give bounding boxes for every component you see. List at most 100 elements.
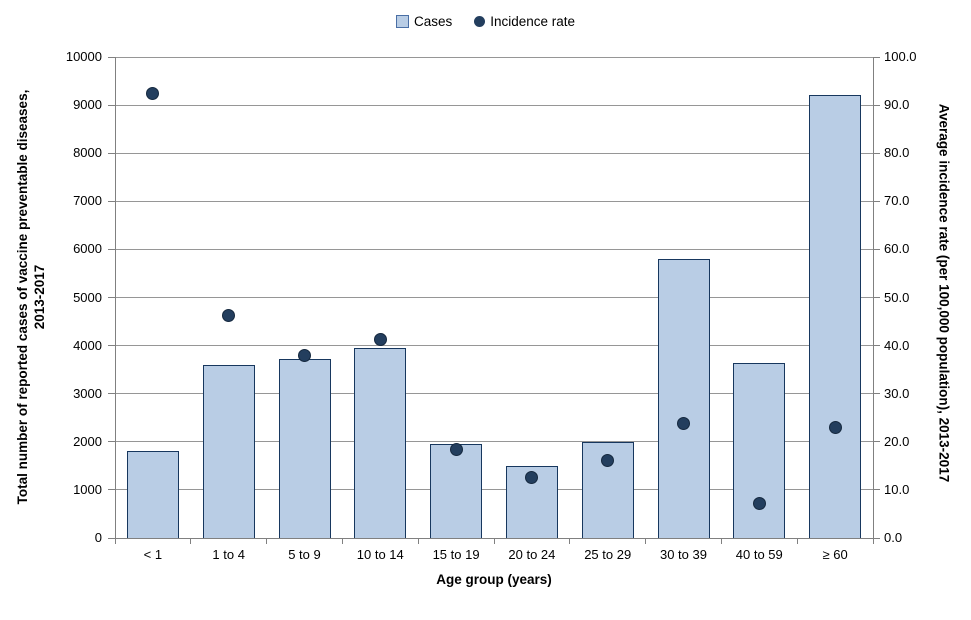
right-axis-tick [873,200,880,202]
left-axis-tick [108,393,115,395]
right-axis-tick [873,441,880,443]
dot-20 to 24 [525,471,539,485]
right-axis-tick [873,248,880,250]
legend-item-incidence: Incidence rate [474,14,575,29]
x-axis-tick-label: 30 to 39 [659,547,707,562]
gridline [115,104,873,106]
x-axis-tick-label: 10 to 14 [356,547,404,562]
right-axis-tick [873,537,880,539]
right-axis-tick-label: 20.0 [884,433,910,449]
right-axis-tick-label: 100.0 [884,49,917,64]
right-axis-tick-label: 50.0 [884,289,910,305]
x-axis-tick-label: 40 to 59 [735,547,783,562]
x-axis-line [115,537,874,539]
left-axis-tick [108,104,115,106]
left-axis-tick-label: 1000 [73,481,102,497]
dot-25 to 29 [601,454,615,468]
x-axis-tick [872,538,874,544]
x-axis-tick-label: 5 to 9 [288,547,321,562]
right-axis-tick [873,104,880,106]
left-axis-tick-label: 10000 [65,49,102,64]
dot-40 to 59 [752,496,766,510]
dot-30 to 39 [677,417,690,431]
left-axis-tick [108,297,115,298]
right-axis-tick [873,56,880,58]
left-axis-tick [108,248,115,250]
x-axis-tick [417,538,419,544]
right-axis-tick-label: 10.0 [884,481,910,497]
incidence-swatch-icon [474,16,486,27]
right-axis-tick [873,297,880,298]
x-axis-tick [796,538,798,544]
right-axis-tick [873,152,880,154]
right-axis-tick [873,489,880,491]
right-axis-tick-label: 90.0 [884,97,910,113]
dot-15 to 19 [449,442,463,456]
bar-5 to 9 [278,358,331,538]
right-axis-tick-label: 60.0 [884,241,910,257]
right-axis-line [872,57,874,539]
x-axis-tick [645,538,647,544]
gridline [115,393,873,395]
x-axis-title: Age group (years) [436,572,552,587]
legend-label-cases: Cases [413,14,453,29]
left-axis-tick [108,345,115,347]
dot-≥ 60 [828,420,842,434]
bar-≥ 60 [809,95,862,538]
left-axis-tick-label: 9000 [73,97,102,113]
left-axis-tick-label: 0 [94,530,102,545]
bar-10 to 14 [354,348,407,538]
gridline [115,56,873,58]
x-axis-tick-label: 20 to 24 [508,547,556,562]
x-axis-tick [493,538,495,544]
legend-label-incidence: Incidence rate [490,14,576,29]
bar-40 to 59 [733,362,786,538]
left-axis-tick-label: 6000 [73,241,102,257]
right-axis-tick-label: 80.0 [884,145,910,161]
left-axis-line [114,57,116,539]
gridline [115,248,873,250]
left-axis-tick [108,537,115,539]
x-axis-tick [114,538,116,544]
gridline [115,441,873,443]
gridline [115,152,873,154]
chart-legend: Cases Incidence rate [0,14,971,29]
right-axis-tick-label: 30.0 [884,385,910,401]
bar-15 to 19 [430,444,483,538]
bar-< 1 [126,451,179,538]
dot-10 to 14 [373,332,387,346]
right-axis-tick-label: 0.0 [884,530,903,545]
x-axis-tick [720,538,722,544]
left-axis-tick-label: 3000 [73,385,102,401]
gridline [115,345,873,347]
left-axis-tick [108,152,115,154]
x-axis-tick-label: ≥ 60 [822,547,848,562]
left-axis-tick-label: 2000 [73,433,102,449]
right-axis-tick [873,393,880,395]
x-axis-tick-label: 15 to 19 [432,547,480,562]
left-axis-tick [108,489,115,491]
gridline [115,297,873,298]
legend-item-cases: Cases [395,14,453,29]
bar-1 to 4 [202,364,255,538]
bar-30 to 39 [657,259,710,538]
x-axis-tick-label: 1 to 4 [212,547,245,562]
left-axis-tick [108,56,115,58]
left-axis-tick-label: 4000 [73,337,102,353]
left-axis-tick-label: 7000 [73,193,102,209]
x-axis-tick [569,538,571,544]
x-axis-tick [266,538,268,544]
right-axis-tick-label: 40.0 [884,337,910,353]
dot-1 to 4 [222,308,236,322]
x-axis-tick [341,538,343,544]
left-axis-tick-label: 5000 [73,289,102,305]
left-axis-tick [108,200,115,202]
dot-< 1 [146,87,160,101]
gridline [115,200,873,202]
x-axis-tick-label: < 1 [143,547,163,562]
right-axis-tick [873,345,880,347]
right-axis-tick-label: 70.0 [884,193,910,209]
dot-5 to 9 [298,349,311,363]
left-axis-tick [108,441,115,443]
